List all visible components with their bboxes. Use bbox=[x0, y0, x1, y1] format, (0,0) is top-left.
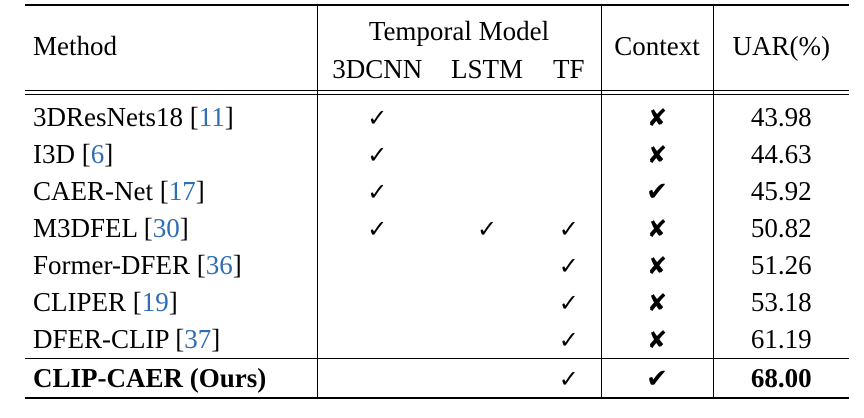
header-uar: UAR(%) bbox=[713, 4, 849, 91]
method-name: 3DResNets18 bbox=[33, 102, 183, 132]
uar-value: 50.82 bbox=[750, 213, 812, 243]
header-double-rule bbox=[25, 90, 849, 95]
table-row-ours: CLIP-CAER (Ours) ✓ ✔ 68.00 bbox=[25, 358, 849, 399]
header-context: Context bbox=[601, 4, 714, 91]
header-temporal-model: Temporal Model bbox=[317, 4, 602, 48]
check-icon: ✓ bbox=[558, 289, 579, 317]
method-cell: DFER-CLIP [37] bbox=[25, 321, 318, 359]
uar-value: 51.26 bbox=[750, 250, 812, 280]
method-name: CAER-Net bbox=[33, 176, 153, 206]
uar-value: 61.19 bbox=[750, 324, 812, 354]
method-cell: Former-DFER [36] bbox=[25, 247, 318, 284]
method-name: I3D bbox=[33, 139, 75, 169]
cross-icon: ✘ bbox=[646, 104, 668, 132]
check-icon: ✓ bbox=[558, 326, 579, 354]
header-method: Method bbox=[25, 4, 318, 91]
table-row: CLIPER [19] ✓ ✘ 53.18 bbox=[25, 284, 849, 321]
method-name: Former-DFER bbox=[33, 250, 190, 280]
citation-link[interactable]: 37 bbox=[184, 324, 212, 354]
table-row: M3DFEL [30] ✓ ✓ ✓ ✘ 50.82 bbox=[25, 210, 849, 247]
table-row: 3DResNets18 [11] ✓ ✘ 43.98 bbox=[25, 94, 849, 136]
citation-link[interactable]: 36 bbox=[205, 250, 233, 280]
header-row-top: Method Temporal Model Context UAR(%) bbox=[25, 4, 849, 91]
method-cell: 3DResNets18 [11] bbox=[25, 94, 318, 136]
header-lstm: LSTM bbox=[437, 48, 537, 91]
method-name: CLIPER bbox=[33, 287, 133, 317]
cross-icon: ✘ bbox=[646, 141, 668, 169]
check-icon: ✓ bbox=[558, 364, 579, 393]
uar-value: 43.98 bbox=[750, 102, 812, 132]
check-icon: ✓ bbox=[476, 215, 498, 243]
citation-link[interactable]: 19 bbox=[141, 287, 169, 317]
heavy-check-icon: ✔ bbox=[646, 363, 668, 394]
method-name: DFER-CLIP bbox=[33, 324, 169, 354]
uar-value: 68.00 bbox=[713, 358, 849, 399]
cross-icon: ✘ bbox=[646, 326, 668, 354]
method-name: CLIP-CAER (Ours) bbox=[25, 358, 318, 399]
header-tf: TF bbox=[537, 48, 602, 91]
method-cell: M3DFEL [30] bbox=[25, 210, 318, 247]
cross-icon: ✘ bbox=[646, 252, 668, 280]
check-icon: ✓ bbox=[367, 104, 388, 132]
table-row: Former-DFER [36] ✓ ✘ 51.26 bbox=[25, 247, 849, 284]
check-icon: ✓ bbox=[558, 252, 579, 280]
citation-link[interactable]: 30 bbox=[152, 213, 180, 243]
header-row-bottom: 3DCNN LSTM TF bbox=[25, 48, 849, 91]
uar-value: 44.63 bbox=[750, 139, 812, 169]
cross-icon: ✘ bbox=[646, 289, 668, 317]
table-row: CAER-Net [17] ✓ ✔ 45.92 bbox=[25, 173, 849, 210]
method-cell: I3D [6] bbox=[25, 136, 318, 173]
method-cell: CLIPER [19] bbox=[25, 284, 318, 321]
table-body: 3DResNets18 [11] ✓ ✘ 43.98 I3D [6] ✓ ✘ 44.63 CAE… bbox=[25, 94, 849, 359]
check-icon: ✓ bbox=[367, 141, 388, 169]
results-table: Method Temporal Model Context UAR(%) 3DC… bbox=[25, 4, 849, 399]
citation-link[interactable]: 17 bbox=[168, 176, 196, 206]
check-icon: ✓ bbox=[367, 215, 388, 243]
uar-value: 45.92 bbox=[750, 176, 812, 206]
check-icon: ✓ bbox=[558, 215, 579, 243]
cross-icon: ✘ bbox=[646, 215, 668, 243]
method-cell: CAER-Net [17] bbox=[25, 173, 318, 210]
method-name: M3DFEL bbox=[33, 213, 138, 243]
citation-link[interactable]: 11 bbox=[198, 102, 225, 132]
heavy-check-icon: ✔ bbox=[646, 177, 668, 207]
header-3dcnn: 3DCNN bbox=[317, 48, 437, 91]
citation-link[interactable]: 6 bbox=[90, 139, 105, 169]
table-row: I3D [6] ✓ ✘ 44.63 bbox=[25, 136, 849, 173]
uar-value: 53.18 bbox=[750, 287, 812, 317]
table-row: DFER-CLIP [37] ✓ ✘ 61.19 bbox=[25, 321, 849, 359]
check-icon: ✓ bbox=[367, 178, 388, 206]
